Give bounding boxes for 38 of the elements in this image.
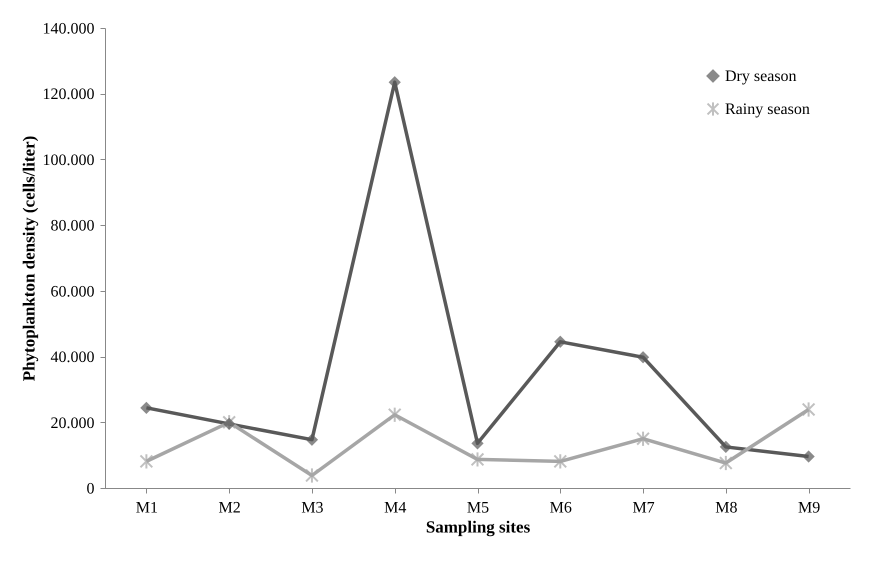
x-tick-label: M6	[550, 500, 572, 516]
point	[305, 467, 319, 484]
point	[388, 406, 402, 423]
x-tick-label: M3	[301, 500, 324, 516]
legend-label: Rainy season	[725, 101, 810, 118]
x-tick-label: M1	[136, 500, 158, 516]
y-tick-label: 80.000	[50, 218, 94, 235]
point	[636, 430, 650, 447]
point	[636, 351, 650, 364]
y-tick-label: 40.000	[50, 349, 94, 366]
point	[554, 336, 566, 348]
point	[470, 451, 484, 468]
y-tick-label: 100.000	[42, 152, 94, 169]
x-tick-label: M4	[384, 500, 406, 516]
legend-label: Dry season	[725, 68, 797, 85]
point	[718, 454, 733, 472]
point	[553, 453, 568, 470]
point	[802, 401, 816, 418]
x-tick-label: M2	[218, 500, 241, 516]
point	[306, 434, 318, 446]
x-tick-label: M5	[466, 500, 490, 516]
x-axis-title: Sampling sites	[426, 518, 531, 536]
point	[471, 437, 484, 450]
y-tick-label: 60.000	[50, 283, 94, 300]
x-tick-label: M9	[798, 500, 820, 516]
point	[139, 453, 154, 470]
y-tick-label: 0	[86, 480, 94, 498]
point	[802, 450, 815, 463]
y-tick-label: 140.000	[42, 20, 94, 38]
x-tick-label: M8	[715, 500, 738, 516]
point	[222, 414, 236, 430]
point	[720, 440, 732, 454]
x-tick-label: M7	[632, 500, 655, 516]
y-tick-label: 120.000	[42, 86, 94, 104]
y-tick-label: 20.000	[50, 414, 94, 432]
y-axis-title: Phytoplankton density (cells/liter)	[20, 136, 38, 382]
point	[223, 418, 236, 430]
point	[140, 402, 153, 414]
